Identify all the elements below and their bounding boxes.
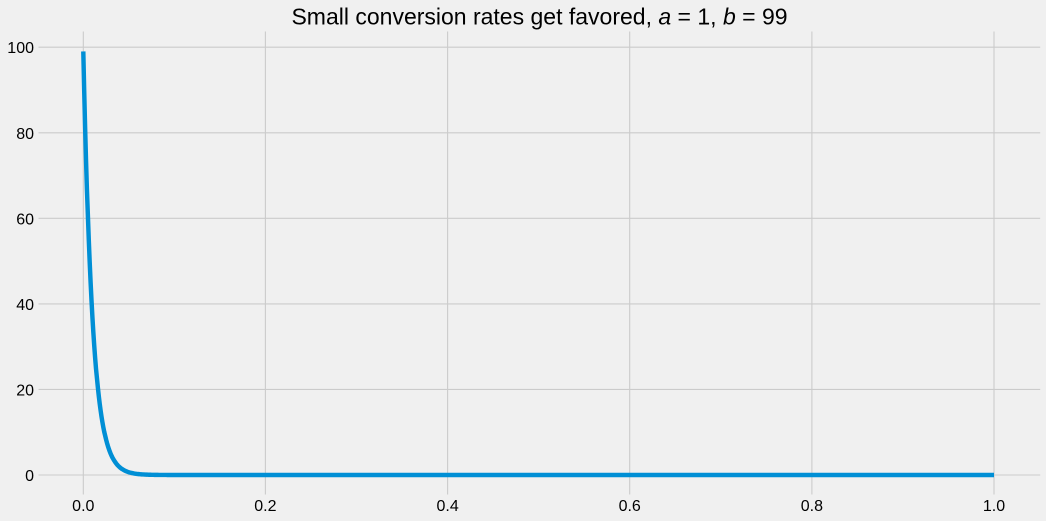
- svg-text:0.8: 0.8: [801, 498, 823, 515]
- svg-text:60: 60: [16, 211, 34, 228]
- svg-text:80: 80: [16, 126, 34, 143]
- svg-text:0.4: 0.4: [436, 498, 458, 515]
- svg-text:20: 20: [16, 382, 34, 399]
- svg-text:0.2: 0.2: [254, 498, 276, 515]
- svg-text:0.0: 0.0: [72, 498, 94, 515]
- svg-text:0: 0: [25, 468, 34, 485]
- svg-text:0.6: 0.6: [619, 498, 641, 515]
- svg-text:1.0: 1.0: [983, 498, 1005, 515]
- svg-text:Small conversion rates get fav: Small conversion rates get favored, a = …: [291, 3, 787, 29]
- svg-text:100: 100: [7, 40, 34, 57]
- svg-text:40: 40: [16, 297, 34, 314]
